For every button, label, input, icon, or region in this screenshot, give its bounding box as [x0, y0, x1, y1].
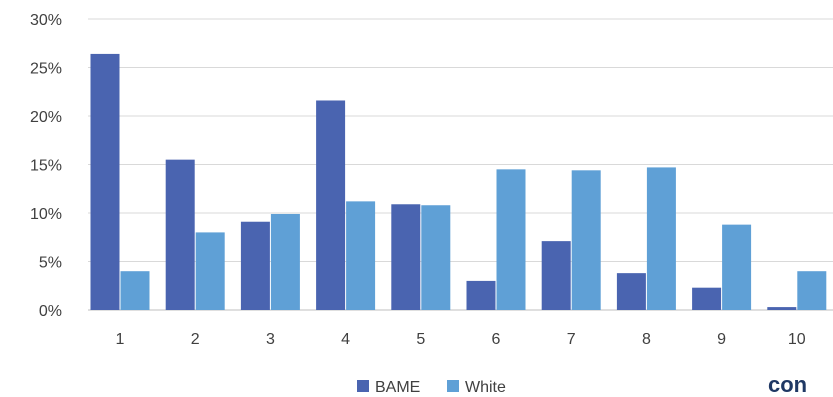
x-tick-label: 6: [492, 331, 501, 348]
legend-swatch-bame: [357, 380, 369, 392]
bar-white-2: [195, 232, 225, 310]
y-tick-label: 0%: [39, 303, 62, 320]
x-tick-label: 2: [191, 331, 200, 348]
y-axis-tick-labels: 0% 5% 10% 15% 20% 25% 30%: [30, 12, 62, 320]
y-tick-label: 30%: [30, 12, 62, 29]
bar-white-9: [722, 224, 752, 310]
y-tick-label: 25%: [30, 61, 62, 78]
y-tick-label: 15%: [30, 158, 62, 175]
bar-white-6: [496, 169, 526, 310]
bar-white-1: [120, 271, 150, 310]
bar-bame-10: [767, 307, 797, 310]
bar-bame-5: [391, 204, 421, 310]
y-tick-label: 5%: [39, 255, 62, 272]
x-tick-label: 3: [266, 331, 275, 348]
bars: [90, 53, 827, 311]
x-tick-label: 10: [788, 331, 806, 348]
brand-logo-text: con: [768, 372, 807, 397]
bar-bame-3: [240, 221, 270, 310]
bar-white-3: [270, 213, 300, 310]
x-axis-tick-labels: 1 2 3 4 5 6 7 8 9 10: [116, 331, 806, 348]
legend: BAME White: [357, 379, 506, 396]
bar-bame-7: [541, 241, 571, 310]
x-tick-label: 4: [341, 331, 350, 348]
legend-label-white: White: [465, 379, 506, 396]
bar-bame-2: [165, 159, 195, 310]
bar-white-8: [646, 167, 676, 310]
y-tick-label: 10%: [30, 206, 62, 223]
bar-bame-1: [90, 53, 120, 311]
x-tick-label: 9: [717, 331, 726, 348]
bar-white-4: [346, 201, 376, 310]
x-tick-label: 1: [116, 331, 125, 348]
bar-white-10: [797, 271, 827, 310]
bar-white-7: [571, 170, 601, 310]
x-tick-label: 8: [642, 331, 651, 348]
legend-swatch-white: [447, 380, 459, 392]
bar-bame-8: [616, 273, 646, 310]
x-tick-label: 5: [416, 331, 425, 348]
bar-bame-6: [466, 280, 496, 310]
x-tick-label: 7: [567, 331, 576, 348]
legend-label-bame: BAME: [375, 379, 420, 396]
bar-bame-9: [692, 287, 722, 310]
bar-bame-4: [316, 100, 346, 310]
bar-white-5: [421, 205, 451, 310]
y-tick-label: 20%: [30, 109, 62, 126]
